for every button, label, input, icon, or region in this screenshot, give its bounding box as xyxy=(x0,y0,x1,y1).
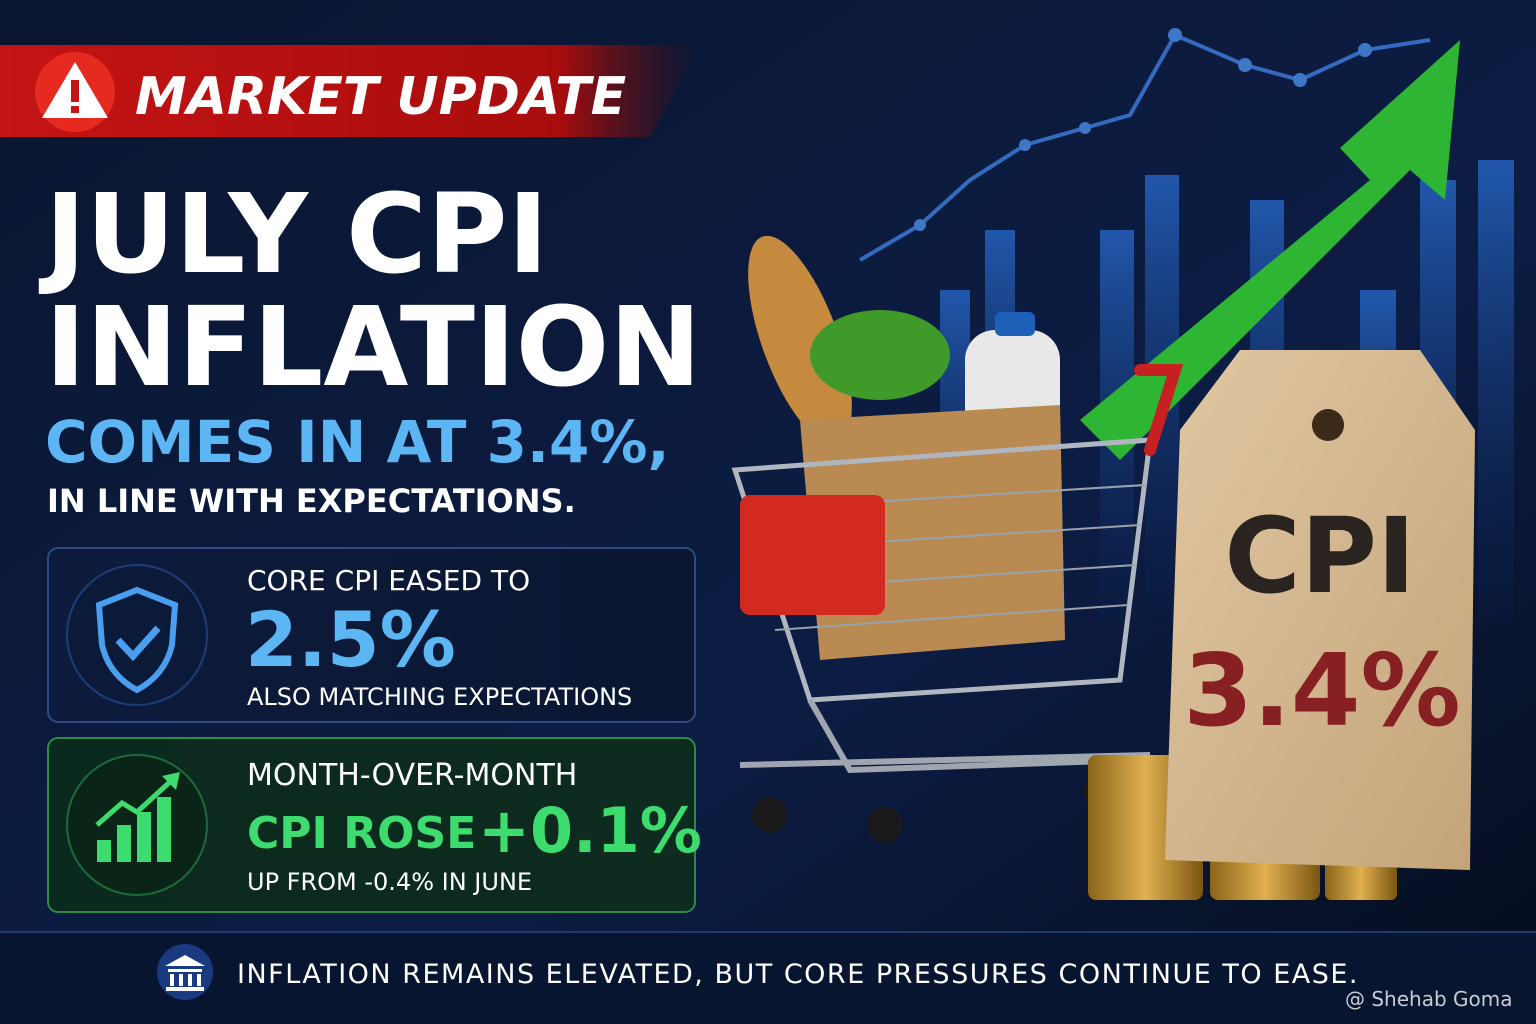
subheadline: COMES IN AT 3.4%, xyxy=(45,408,670,476)
card xyxy=(47,737,696,913)
growth-icon xyxy=(66,754,208,896)
subline: IN LINE WITH EXPECTATIONS. xyxy=(47,482,576,520)
badge-text: MARKET UPDATE xyxy=(135,67,626,127)
card xyxy=(47,547,696,723)
trend-arrow xyxy=(1080,40,1460,460)
price-tag: CPI 3.4% xyxy=(1165,350,1475,870)
card-lead: CPI ROSE xyxy=(247,808,476,859)
card-label: CORE CPI EASED TO xyxy=(247,564,530,597)
card-note: ALSO MATCHING EXPECTATIONS xyxy=(247,683,632,711)
headline: INFLATION xyxy=(45,283,701,411)
bank-icon xyxy=(157,944,213,1000)
warning-icon xyxy=(35,52,115,132)
shield-icon xyxy=(66,564,208,706)
watermark: @ Shehab Goma xyxy=(1345,987,1513,1011)
tag-title: CPI xyxy=(1224,495,1415,617)
shopping-cart xyxy=(731,235,1184,843)
badge-banner xyxy=(0,45,700,137)
headline: JULY CPI xyxy=(38,170,548,298)
card-value: +0.1% xyxy=(478,794,702,867)
footer-text: INFLATION REMAINS ELEVATED, BUT CORE PRE… xyxy=(237,959,1359,990)
card-label: MONTH-OVER-MONTH xyxy=(247,758,577,793)
card-value: 2.5% xyxy=(245,595,456,684)
tag-value: 3.4% xyxy=(1183,632,1460,749)
card-note: UP FROM -0.4% IN JUNE xyxy=(247,868,532,896)
footer-band xyxy=(0,932,1536,1024)
